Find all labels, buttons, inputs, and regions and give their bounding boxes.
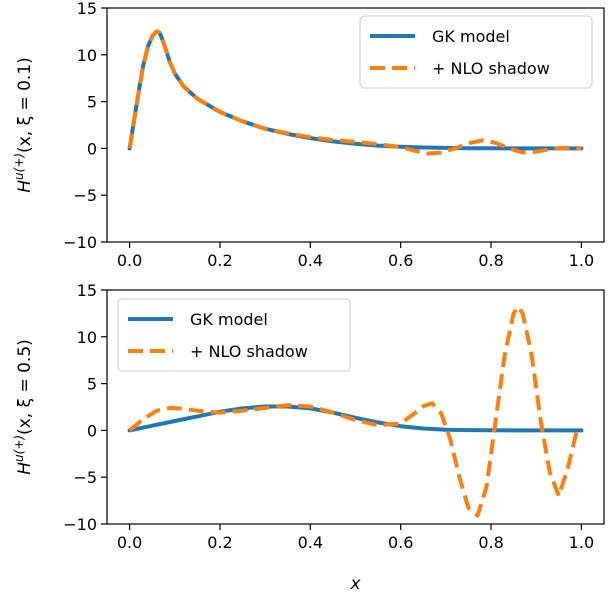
- y-tick-label: 5: [87, 93, 97, 112]
- x-tick-label: 0.0: [117, 533, 142, 552]
- y-tick-label: 0: [87, 139, 97, 158]
- legend-label-nlo-shadow: + NLO shadow: [432, 59, 550, 78]
- legend-box: [117, 298, 351, 372]
- legend-box: [359, 15, 593, 89]
- y-tick-label: −10: [63, 233, 97, 252]
- y-tick-label: 10: [77, 46, 97, 65]
- x-tick-label: 0.8: [478, 533, 503, 552]
- top-chart-panel: 0.0 0.2 0.4 0.6 0.8 1.0 −10 −5 0 5 10 15 Hu(+)(x, ξ…: [12, 0, 605, 270]
- bottom-chart-panel: 0.0 0.2 0.4 0.6 0.8 1.0 −10 −5 0 5 10 15 Hu(+)(x, ξ…: [12, 281, 605, 594]
- x-tick-label: 0.4: [298, 533, 323, 552]
- bottom-y-axis-label: Hu(+)(x, ξ = 0.5): [12, 339, 35, 475]
- legend-label-gk-model: GK model: [432, 27, 510, 46]
- x-tick-label: 0.0: [117, 251, 142, 270]
- top-chart-frame: [106, 7, 605, 243]
- x-tick-label: 1.0: [569, 251, 594, 270]
- series-line-nlo-shadow: [127, 29, 582, 156]
- x-tick-label: 1.0: [569, 533, 594, 552]
- bottom-chart-legend: GK model + NLO shadow: [117, 298, 351, 372]
- legend-label-gk-model: GK model: [190, 310, 268, 329]
- bottom-x-axis-label: x: [349, 574, 361, 594]
- y-tick-label: 15: [77, 0, 97, 18]
- y-tick-label: 5: [87, 375, 97, 394]
- series-line-gk-model: [127, 404, 584, 433]
- x-tick-label: 0.2: [207, 251, 232, 270]
- x-tick-label: 0.8: [478, 251, 503, 270]
- y-tick-label: 10: [77, 328, 97, 347]
- y-tick-label: 0: [87, 421, 97, 440]
- x-tick-label: 0.6: [388, 533, 413, 552]
- y-tick-label: 15: [77, 281, 97, 300]
- legend-label-nlo-shadow: + NLO shadow: [190, 342, 308, 361]
- x-tick-label: 0.2: [207, 533, 232, 552]
- y-tick-label: −5: [73, 468, 97, 487]
- series-line-nlo-shadow: [128, 304, 579, 518]
- y-tick-label: −5: [73, 186, 97, 205]
- x-tick-label: 0.4: [298, 251, 323, 270]
- x-tick-label: 0.6: [388, 251, 413, 270]
- bottom-chart-frame: [106, 289, 605, 525]
- top-chart-legend: GK model + NLO shadow: [359, 15, 593, 89]
- y-tick-label: −10: [63, 515, 97, 534]
- top-y-axis-label: Hu(+)(x, ξ = 0.1): [12, 57, 35, 193]
